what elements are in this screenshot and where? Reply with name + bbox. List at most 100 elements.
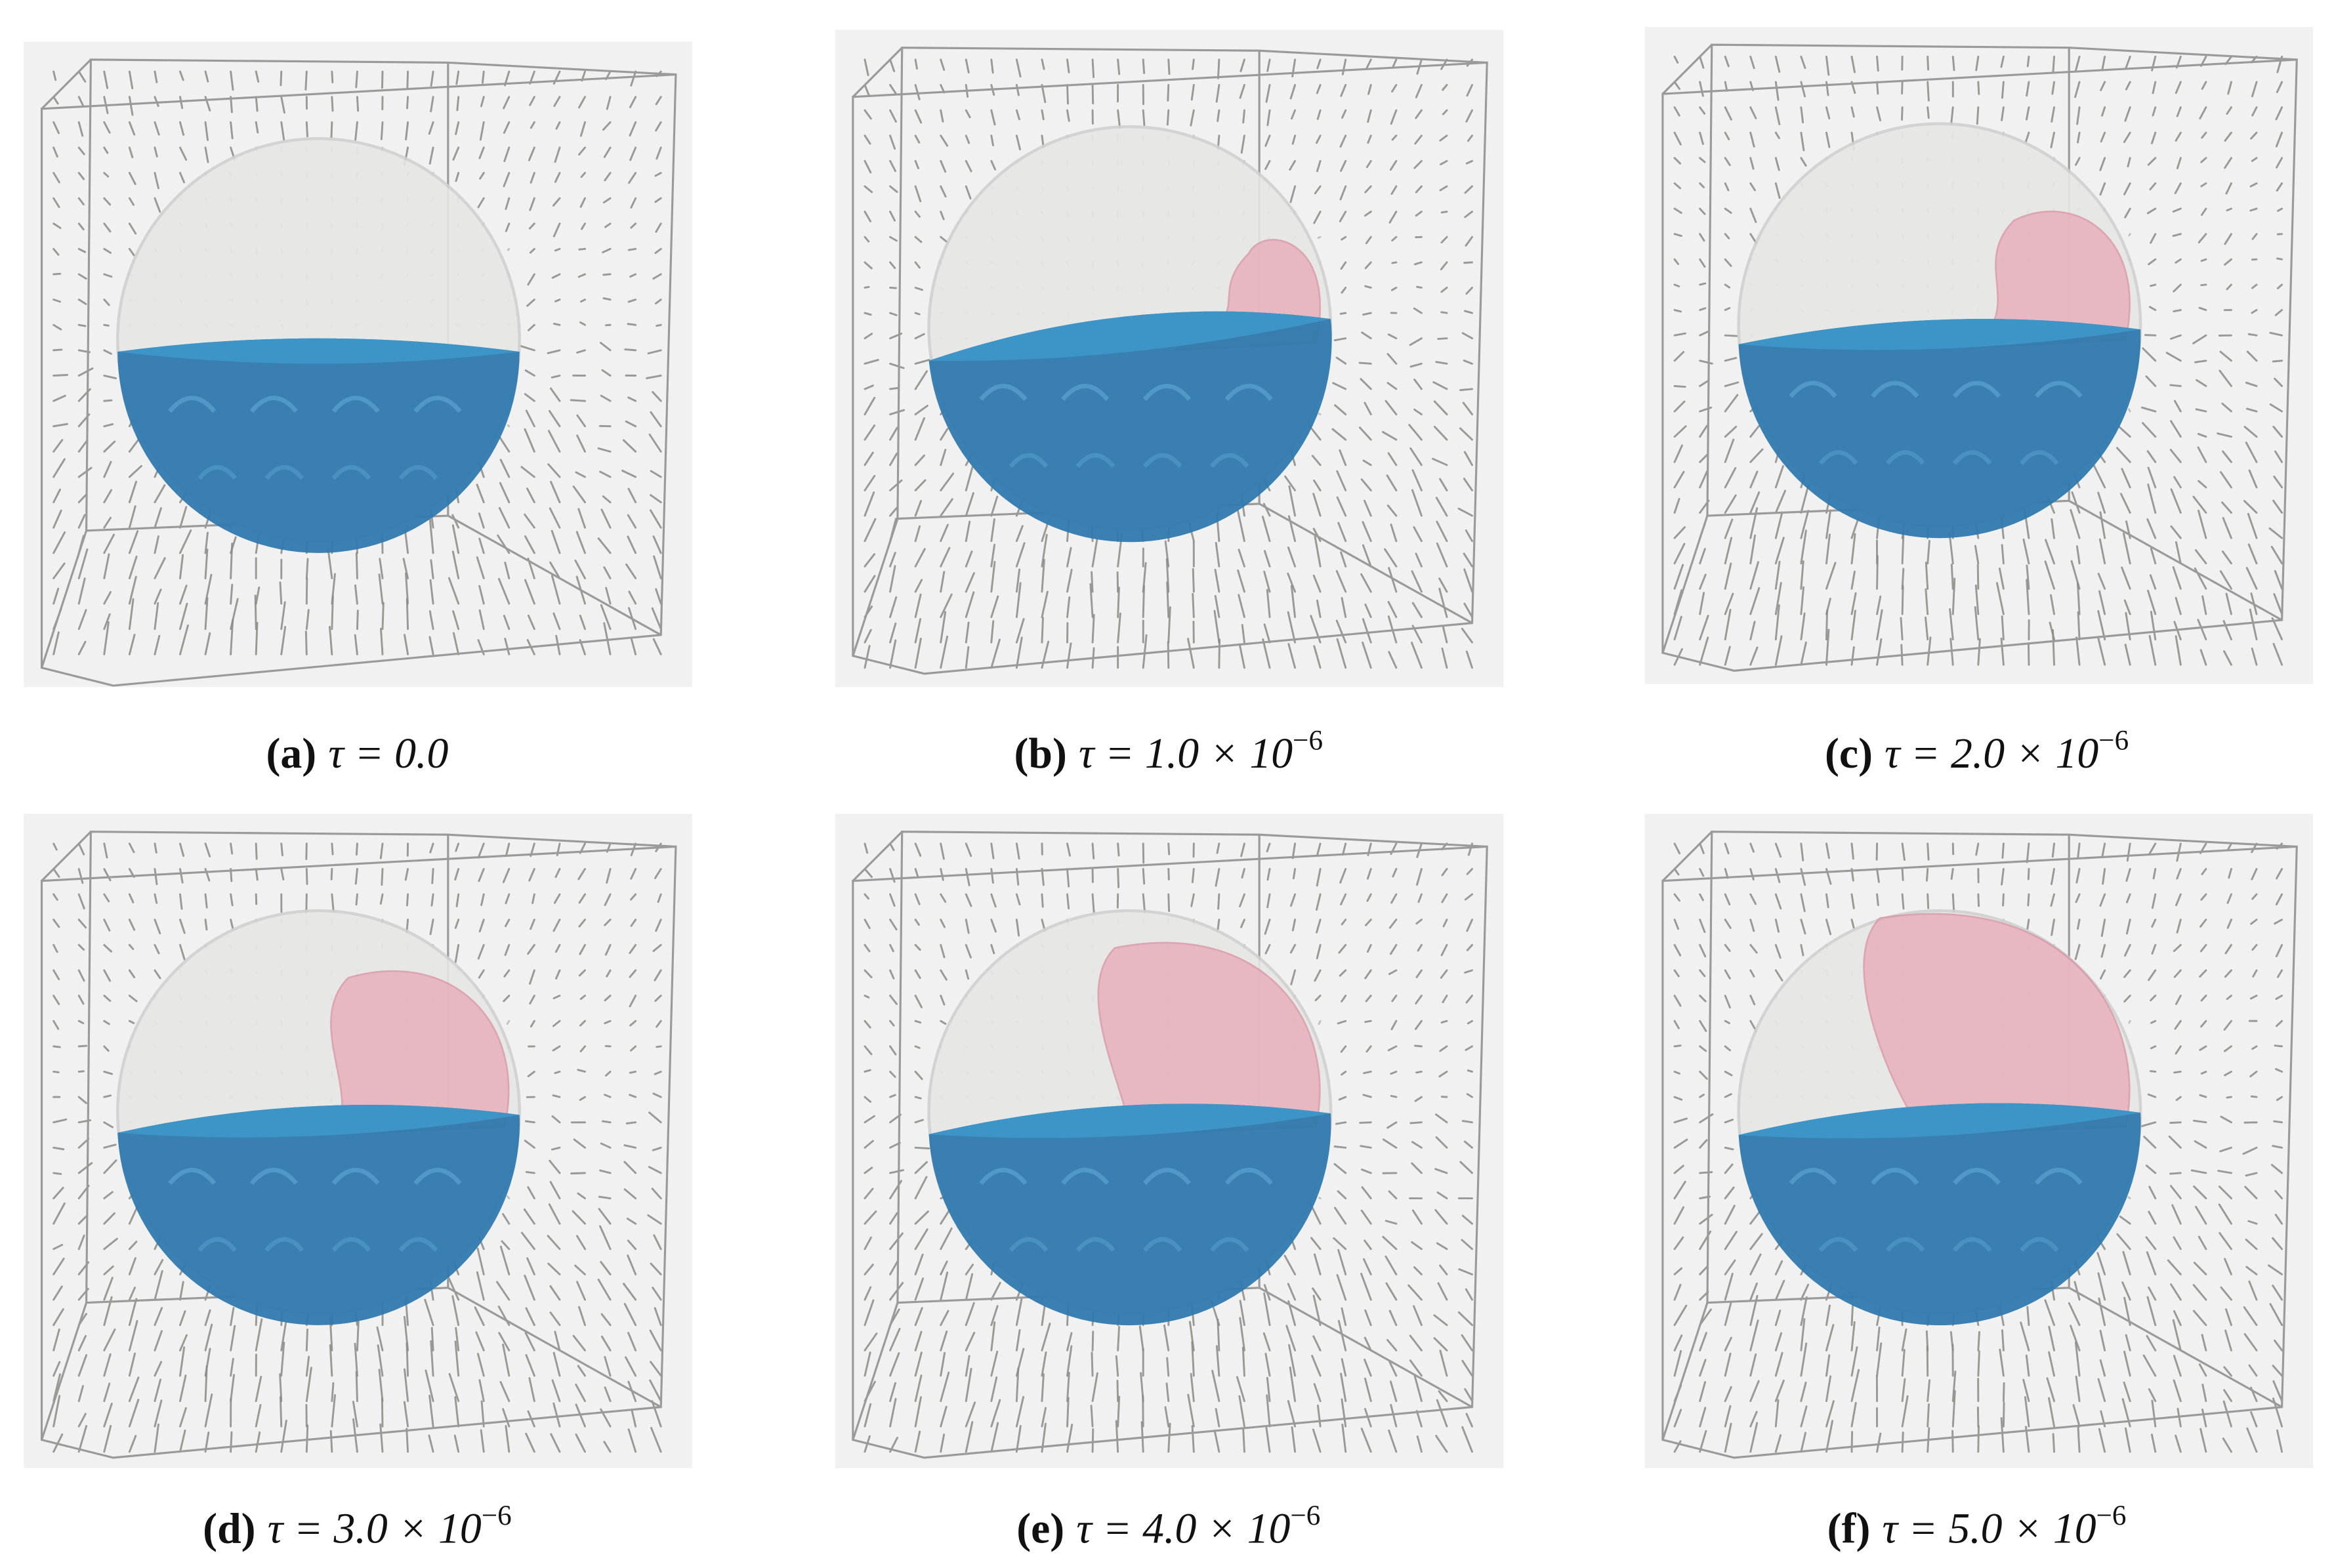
arrow: [1800, 1296, 1808, 1327]
arrow: [280, 868, 285, 881]
arrow: [1800, 1405, 1808, 1428]
arrow: [2250, 1411, 2258, 1428]
arrow: [128, 918, 136, 931]
arrow: [1362, 312, 1372, 316]
arrow: [1876, 106, 1882, 121]
arrow: [1876, 1327, 1881, 1351]
arrow: [599, 342, 612, 352]
arrow: [1699, 592, 1705, 615]
arrow: [77, 1425, 88, 1453]
arrow: [1925, 562, 1929, 590]
arrow: [425, 1369, 434, 1403]
arrow: [520, 1231, 535, 1250]
arrow: [1699, 470, 1709, 489]
arrow: [1464, 969, 1474, 974]
arrow: [503, 121, 511, 134]
arrow: [430, 1340, 434, 1377]
arrow: [1974, 585, 1980, 615]
arrow: [940, 842, 945, 860]
arrow: [1699, 548, 1706, 565]
arrow: [1414, 1020, 1423, 1030]
box-front: [40, 845, 677, 1459]
arrow: [652, 391, 662, 402]
arrow: [179, 70, 184, 81]
arrow: [1041, 1351, 1047, 1377]
arrow: [2001, 615, 2005, 641]
arrow: [1900, 617, 1904, 641]
arrow: [1211, 1369, 1220, 1403]
arrow: [1774, 893, 1782, 910]
arrow: [889, 969, 895, 980]
arrow: [77, 1096, 87, 1104]
arrow: [355, 552, 358, 579]
arrow: [1192, 58, 1195, 70]
arrow: [1287, 572, 1297, 593]
arrow: [1699, 55, 1705, 69]
arrow: [1699, 330, 1709, 337]
caption-text: τ = 1.0 × 10: [1079, 730, 1293, 777]
arrow: [1673, 258, 1680, 265]
arrow: [1066, 893, 1070, 910]
arrow: [1825, 893, 1829, 909]
arrow: [1215, 868, 1220, 887]
arrow: [605, 587, 612, 605]
arrow: [1115, 1420, 1119, 1453]
arrow: [1774, 81, 1780, 101]
arrow: [2172, 566, 2182, 590]
arrow: [128, 530, 139, 554]
arrow: [2146, 207, 2157, 215]
arrow: [2151, 1399, 2157, 1428]
liquid-surface: [928, 311, 1331, 361]
arrow: [1749, 182, 1756, 192]
arrow: [1724, 466, 1737, 489]
arrow: [1291, 1426, 1297, 1453]
arrow: [914, 370, 928, 390]
arrow: [255, 1375, 262, 1403]
arrow: [2243, 500, 2258, 514]
arrow: [1264, 918, 1271, 935]
arrow: [889, 639, 897, 669]
arrow: [103, 440, 116, 453]
arrow: [940, 571, 946, 593]
arrow: [1411, 469, 1423, 491]
arrow: [2201, 81, 2207, 90]
arrow: [2176, 157, 2182, 169]
arrow: [2075, 545, 2081, 565]
arrow: [1190, 893, 1195, 907]
arrow: [1360, 1209, 1372, 1225]
arrow: [77, 146, 85, 155]
arrow: [1774, 1332, 1783, 1351]
arrow: [2247, 543, 2258, 565]
arrow: [1340, 893, 1347, 905]
arrow: [1289, 159, 1297, 171]
arrow: [627, 1428, 637, 1453]
arrow: [280, 121, 285, 142]
arrow: [506, 1020, 511, 1025]
arrow: [1673, 182, 1682, 190]
arrow: [1438, 1390, 1448, 1403]
arrow: [1217, 1318, 1220, 1351]
arrow: [1901, 868, 1904, 881]
arrow: [654, 995, 662, 1002]
arrow: [356, 1321, 360, 1351]
arrow: [1825, 918, 1832, 936]
arrow: [631, 1408, 637, 1428]
arrow: [629, 146, 637, 161]
arrow: [1015, 842, 1020, 860]
arrow: [1774, 537, 1785, 565]
arrow: [889, 1327, 901, 1351]
arrow: [52, 222, 62, 230]
arrow: [77, 1234, 85, 1250]
arrow: [657, 893, 662, 903]
arrow: [1673, 81, 1680, 91]
arrow: [1876, 868, 1880, 883]
arrow: [2151, 943, 2157, 955]
arrow: [1091, 1372, 1098, 1403]
arrow: [1316, 868, 1322, 887]
arrow: [430, 559, 434, 579]
arrow: [652, 273, 662, 280]
liquid: [117, 1105, 520, 1325]
arrow: [1415, 109, 1423, 119]
arrow: [52, 868, 60, 878]
arrow: [1239, 1300, 1245, 1327]
